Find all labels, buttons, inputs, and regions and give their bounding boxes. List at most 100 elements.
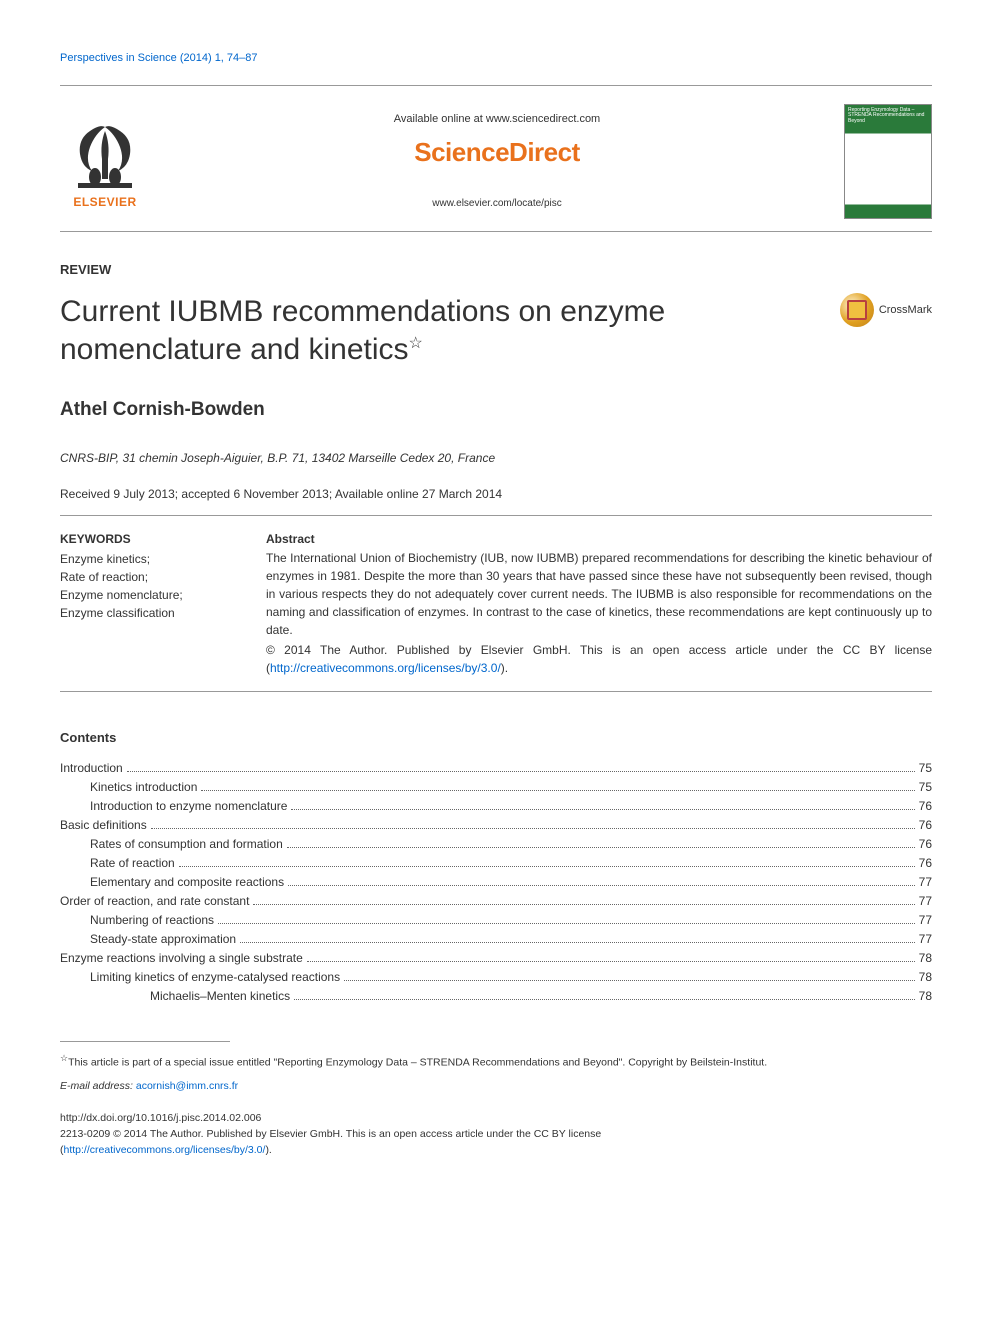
available-url[interactable]: www.sciencedirect.com — [486, 113, 600, 125]
crossmark-label: CrossMark — [879, 302, 932, 319]
toc-page-number: 76 — [919, 835, 932, 853]
journal-link[interactable]: Perspectives in Science — [60, 52, 177, 64]
toc-entry[interactable]: Limiting kinetics of enzyme-catalysed re… — [60, 968, 932, 986]
toc-entry[interactable]: Michaelis–Menten kinetics 78 — [60, 987, 932, 1005]
toc-leader-dots — [218, 923, 915, 924]
article-type: REVIEW — [60, 260, 932, 280]
toc-label: Michaelis–Menten kinetics — [150, 987, 290, 1005]
toc-page-number: 78 — [919, 987, 932, 1005]
keyword-item: Enzyme kinetics; — [60, 550, 230, 568]
toc-page-number: 76 — [919, 816, 932, 834]
toc-entry[interactable]: Basic definitions 76 — [60, 816, 932, 834]
toc-leader-dots — [307, 961, 915, 962]
toc-label: Steady-state approximation — [90, 930, 236, 948]
toc-leader-dots — [253, 904, 914, 905]
toc-label: Elementary and composite reactions — [90, 873, 284, 891]
toc-page-number: 78 — [919, 949, 932, 967]
elsevier-tree-icon — [70, 119, 140, 189]
toc-label: Kinetics introduction — [90, 778, 197, 796]
bottom-license-link[interactable]: http://creativecommons.org/licenses/by/3… — [64, 1144, 266, 1156]
email-address-link[interactable]: acornish@imm.cnrs.fr — [136, 1080, 238, 1092]
toc-page-number: 76 — [919, 797, 932, 815]
toc-page-number: 78 — [919, 968, 932, 986]
crossmark-icon — [840, 293, 874, 327]
crossmark-badge[interactable]: CrossMark — [840, 293, 932, 327]
author-name: Athel Cornish-Bowden — [60, 396, 932, 425]
toc-entry[interactable]: Rates of consumption and formation 76 — [60, 835, 932, 853]
sciencedirect-logo[interactable]: ScienceDirect — [170, 133, 824, 172]
toc-label: Rate of reaction — [90, 854, 175, 872]
toc-label: Numbering of reactions — [90, 911, 214, 929]
article-history: Received 9 July 2013; accepted 6 Novembe… — [60, 485, 932, 503]
toc-label: Limiting kinetics of enzyme-catalysed re… — [90, 968, 340, 986]
paren-close: ). — [265, 1144, 271, 1156]
title-text: Current IUBMB recommendations on enzyme … — [60, 295, 665, 366]
table-of-contents: Introduction75Kinetics introduction75Int… — [60, 759, 932, 1005]
keywords-heading: KEYWORDS — [60, 530, 230, 548]
toc-page-number: 77 — [919, 873, 932, 891]
license-link[interactable]: http://creativecommons.org/licenses/by/3… — [270, 661, 501, 675]
toc-leader-dots — [240, 942, 915, 943]
toc-label: Order of reaction, and rate constant — [60, 892, 249, 910]
keywords-abstract-block: KEYWORDS Enzyme kinetics; Rate of reacti… — [60, 515, 932, 692]
abstract-body: The International Union of Biochemistry … — [266, 549, 932, 639]
abstract-copyright: © 2014 The Author. Published by Elsevier… — [266, 641, 932, 677]
toc-page-number: 77 — [919, 892, 932, 910]
bottom-copyright: 2213-0209 © 2014 The Author. Published b… — [60, 1127, 932, 1159]
available-prefix: Available online at — [394, 113, 486, 125]
toc-leader-dots — [201, 790, 914, 791]
citation-line: Perspectives in Science (2014) 1, 74–87 — [60, 50, 932, 67]
toc-leader-dots — [179, 866, 915, 867]
toc-label: Rates of consumption and formation — [90, 835, 283, 853]
toc-entry[interactable]: Kinetics introduction 75 — [60, 778, 932, 796]
toc-page-number: 76 — [919, 854, 932, 872]
cover-title: Reporting Enzymology Data – STRENDA Reco… — [848, 108, 928, 125]
copyright-close: ). — [501, 661, 508, 675]
keyword-item: Enzyme nomenclature; — [60, 586, 230, 604]
header-center: Available online at www.sciencedirect.co… — [170, 111, 824, 212]
keyword-item: Enzyme classification — [60, 604, 230, 622]
article-footnote: ☆This article is part of a special issue… — [60, 1052, 932, 1071]
toc-label: Basic definitions — [60, 816, 147, 834]
abstract-heading: Abstract — [266, 530, 932, 548]
toc-leader-dots — [151, 828, 915, 829]
toc-entry[interactable]: Introduction 75 — [60, 759, 932, 777]
contents-heading: Contents — [60, 728, 932, 748]
corresponding-email: E-mail address: acornish@imm.cnrs.fr — [60, 1079, 932, 1095]
keywords-column: KEYWORDS Enzyme kinetics; Rate of reacti… — [60, 530, 230, 677]
toc-page-number: 77 — [919, 930, 932, 948]
email-label: E-mail address: — [60, 1080, 136, 1092]
elsevier-logo[interactable]: ELSEVIER — [60, 111, 150, 211]
journal-cover-thumbnail[interactable]: Reporting Enzymology Data – STRENDA Reco… — [844, 104, 932, 219]
toc-entry[interactable]: Order of reaction, and rate constant 77 — [60, 892, 932, 910]
publisher-header: ELSEVIER Available online at www.science… — [60, 85, 932, 232]
available-online-text: Available online at www.sciencedirect.co… — [170, 111, 824, 128]
toc-entry[interactable]: Elementary and composite reactions 77 — [60, 873, 932, 891]
journal-url[interactable]: www.elsevier.com/locate/pisc — [170, 196, 824, 211]
bottom-copyright-text: 2213-0209 © 2014 The Author. Published b… — [60, 1128, 601, 1140]
doi[interactable]: http://dx.doi.org/10.1016/j.pisc.2014.02… — [60, 1111, 932, 1127]
toc-entry[interactable]: Enzyme reactions involving a single subs… — [60, 949, 932, 967]
article-title: Current IUBMB recommendations on enzyme … — [60, 293, 820, 368]
title-footnote-star[interactable]: ☆ — [409, 335, 423, 352]
toc-leader-dots — [287, 847, 915, 848]
toc-entry[interactable]: Steady-state approximation 77 — [60, 930, 932, 948]
keyword-item: Rate of reaction; — [60, 568, 230, 586]
abstract-column: Abstract The International Union of Bioc… — [266, 530, 932, 677]
toc-label: Introduction to enzyme nomenclature — [90, 797, 287, 815]
elsevier-label: ELSEVIER — [73, 193, 136, 211]
footnote-rule — [60, 1041, 230, 1042]
toc-leader-dots — [291, 809, 914, 810]
toc-leader-dots — [294, 999, 915, 1000]
toc-leader-dots — [288, 885, 915, 886]
toc-page-number: 75 — [919, 778, 932, 796]
toc-label: Enzyme reactions involving a single subs… — [60, 949, 303, 967]
toc-entry[interactable]: Introduction to enzyme nomenclature 76 — [60, 797, 932, 815]
toc-entry[interactable]: Rate of reaction 76 — [60, 854, 932, 872]
toc-page-number: 75 — [919, 759, 932, 777]
toc-leader-dots — [344, 980, 915, 981]
author-affiliation: CNRS-BIP, 31 chemin Joseph-Aiguier, B.P.… — [60, 449, 932, 467]
toc-entry[interactable]: Numbering of reactions77 — [60, 911, 932, 929]
toc-label: Introduction — [60, 759, 123, 777]
footnote-text: This article is part of a special issue … — [68, 1057, 767, 1069]
